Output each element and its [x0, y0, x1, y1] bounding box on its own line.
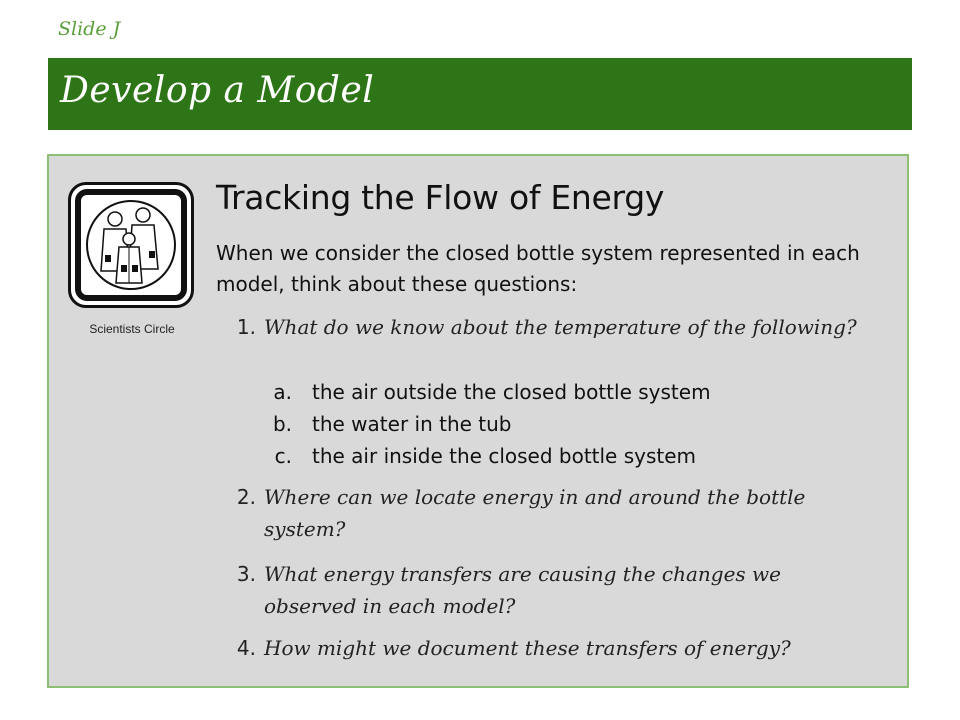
section-heading: Tracking the Flow of Energy: [216, 178, 665, 217]
title-bar: Develop a Model: [48, 58, 912, 130]
scientists-circle-icon: [68, 182, 194, 308]
subitem-letter: a.: [273, 380, 292, 404]
question-number: 3.: [236, 562, 256, 586]
slide-label: Slide J: [58, 18, 121, 40]
question-text: How might we document these transfers of…: [264, 636, 791, 660]
slide-title: Develop a Model: [60, 70, 375, 111]
subitem-text: the water in the tub: [312, 412, 512, 436]
question-text: Where can we locate energy in and around…: [264, 485, 806, 541]
content-box: Scientists Circle Tracking the Flow of E…: [47, 154, 909, 688]
question-number: 2.: [236, 485, 256, 509]
question-number: 4.: [236, 636, 256, 660]
subitem-text: the air outside the closed bottle system: [312, 380, 711, 404]
subitem-letter: b.: [272, 412, 292, 436]
subitem-letter: c.: [274, 444, 292, 468]
intro-text: When we consider the closed bottle syste…: [216, 241, 860, 296]
subitem-text: the air inside the closed bottle system: [312, 444, 697, 468]
icon-caption: Scientists Circle: [89, 322, 175, 336]
question-text: What do we know about the temperature of…: [264, 315, 857, 339]
question-text: What energy transfers are causing the ch…: [264, 562, 782, 618]
question-number: 1.: [236, 315, 256, 339]
